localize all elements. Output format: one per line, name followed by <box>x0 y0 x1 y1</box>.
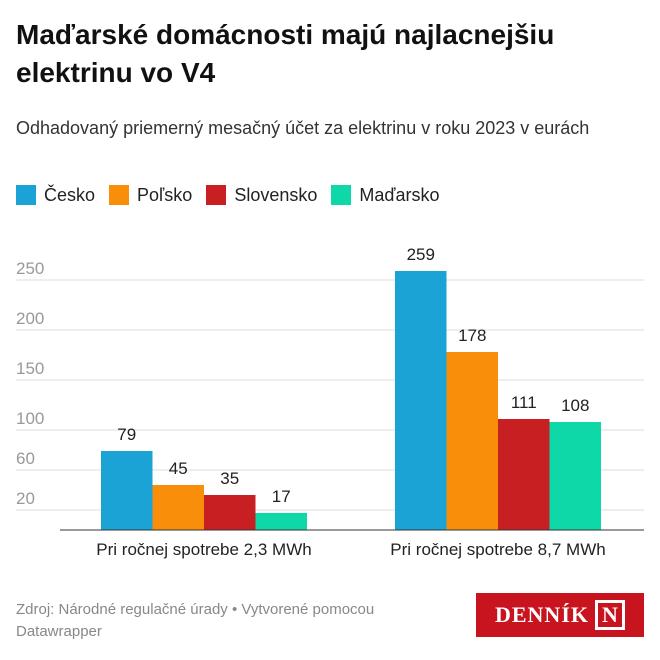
chart-subtitle: Odhadovaný priemerný mesačný účet za ele… <box>16 118 590 138</box>
legend-label: Maďarsko <box>359 184 440 205</box>
chart-title: Maďarské domácnosti majú najlacnejšiu el… <box>16 19 555 88</box>
dennik-n-logo[interactable]: DENNÍK N <box>476 593 644 637</box>
legend-swatch <box>206 185 227 205</box>
data-label: 111 <box>511 393 537 412</box>
x-category-label: Pri ročnej spotrebe 8,7 MWh <box>390 540 605 559</box>
bar <box>395 271 447 530</box>
y-tick-label: 60 <box>16 449 35 468</box>
data-label: 35 <box>220 469 239 488</box>
y-tick-label: 200 <box>16 309 44 328</box>
bar <box>152 485 204 530</box>
source-note: Zdroj: Národné regulačné úrady • Vytvore… <box>16 601 375 640</box>
legend-label: Poľsko <box>137 184 193 205</box>
bar <box>498 419 550 530</box>
legend: Česko Poľsko Slovensko Maďarsko <box>16 183 453 207</box>
bar <box>549 422 601 530</box>
logo-text: DENNÍK <box>494 602 589 627</box>
data-label: 259 <box>407 245 435 264</box>
legend-item: Slovensko <box>206 185 317 206</box>
legend-label: Slovensko <box>234 184 318 205</box>
legend-item: Maďarsko <box>331 185 439 206</box>
bar <box>204 495 256 530</box>
x-category-label: Pri ročnej spotrebe 2,3 MWh <box>96 540 311 559</box>
y-tick-label: 150 <box>16 359 44 378</box>
y-tick-label: 250 <box>16 259 44 278</box>
logo-mark: N <box>595 600 625 630</box>
legend-item: Poľsko <box>109 185 192 206</box>
bar <box>446 352 498 530</box>
bar <box>255 513 307 530</box>
legend-item: Česko <box>16 185 95 206</box>
legend-swatch <box>109 185 130 205</box>
data-label: 108 <box>561 396 589 415</box>
bar-chart: 20 60 100 150 200 250 79 45 35 17 Pri ročnej spotr… <box>16 245 644 559</box>
data-label: 45 <box>169 459 188 478</box>
legend-swatch <box>16 185 36 205</box>
data-label: 17 <box>272 487 291 506</box>
y-tick-label: 100 <box>16 409 44 428</box>
legend-swatch <box>331 185 352 205</box>
y-tick-label: 20 <box>16 489 35 508</box>
bar <box>101 451 153 530</box>
legend-label: Česko <box>44 184 96 205</box>
data-label: 178 <box>458 326 486 345</box>
data-label: 79 <box>117 425 136 444</box>
